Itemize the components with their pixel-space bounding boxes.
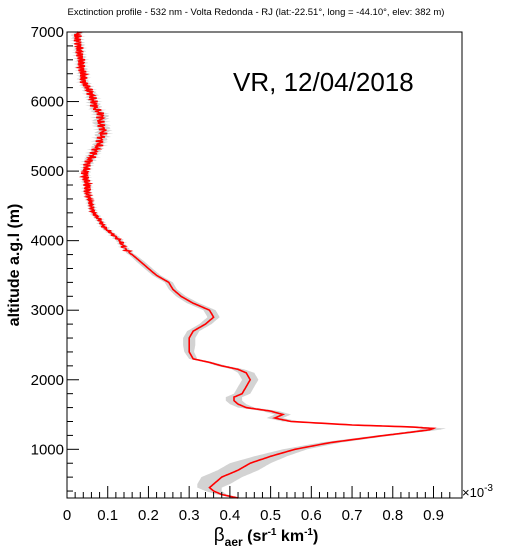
x-tick-label: 0.7	[342, 507, 363, 524]
x-axis-label-subscript: aer	[225, 535, 243, 549]
x-tick-label: 0.5	[260, 507, 281, 524]
y-axis-ticks: 1000 2000 3000 4000 5000 6000 7000	[31, 24, 79, 492]
y-tick-label: 7000	[31, 24, 64, 41]
extinction-profile-line	[73, 31, 437, 499]
y-tick-label: 4000	[31, 233, 64, 250]
y-tick-label: 6000	[31, 94, 64, 111]
x-axis-label-exp1: -1	[268, 527, 277, 538]
x-tick-label: 0	[63, 507, 71, 524]
x-axis-label-units-mid: km	[276, 528, 304, 545]
plot-content	[69, 31, 446, 499]
date-annotation: VR, 12/04/2018	[233, 67, 414, 97]
x-axis-label: βaer (sr-1 km-1)	[214, 525, 319, 549]
x-tick-label: 0.2	[138, 507, 159, 524]
x-axis-label-units-open: (sr	[243, 528, 268, 545]
x-tick-label: 0.1	[97, 507, 118, 524]
x-axis-label-exp2: -1	[304, 527, 313, 538]
x-axis-exponent-power: -3	[484, 483, 493, 494]
plot-frame	[66, 31, 463, 499]
x-axis-exponent-base: ×10	[462, 485, 484, 500]
x-tick-label: 0.4	[219, 507, 240, 524]
chart-title: Exctinction profile - 532 nm - Volta Red…	[68, 7, 445, 18]
x-tick-label: 0.6	[301, 507, 322, 524]
x-tick-label: 0.9	[423, 507, 444, 524]
x-axis-label-units-close: )	[313, 528, 318, 545]
x-axis-exponent: ×10-3	[462, 483, 493, 500]
y-tick-label: 1000	[31, 441, 64, 458]
x-axis-ticks: 0 0.1 0.2 0.3 0.4 0.5 0.6 0.7 0.8 0.9	[63, 486, 451, 524]
y-tick-label: 5000	[31, 163, 64, 180]
x-tick-label: 0.8	[382, 507, 403, 524]
y-axis-label: altitude a.g.l (m)	[6, 204, 23, 327]
x-axis-label-symbol: β	[214, 525, 225, 546]
y-tick-label: 2000	[31, 372, 64, 389]
x-tick-label: 0.3	[179, 507, 200, 524]
y-tick-label: 3000	[31, 302, 64, 319]
